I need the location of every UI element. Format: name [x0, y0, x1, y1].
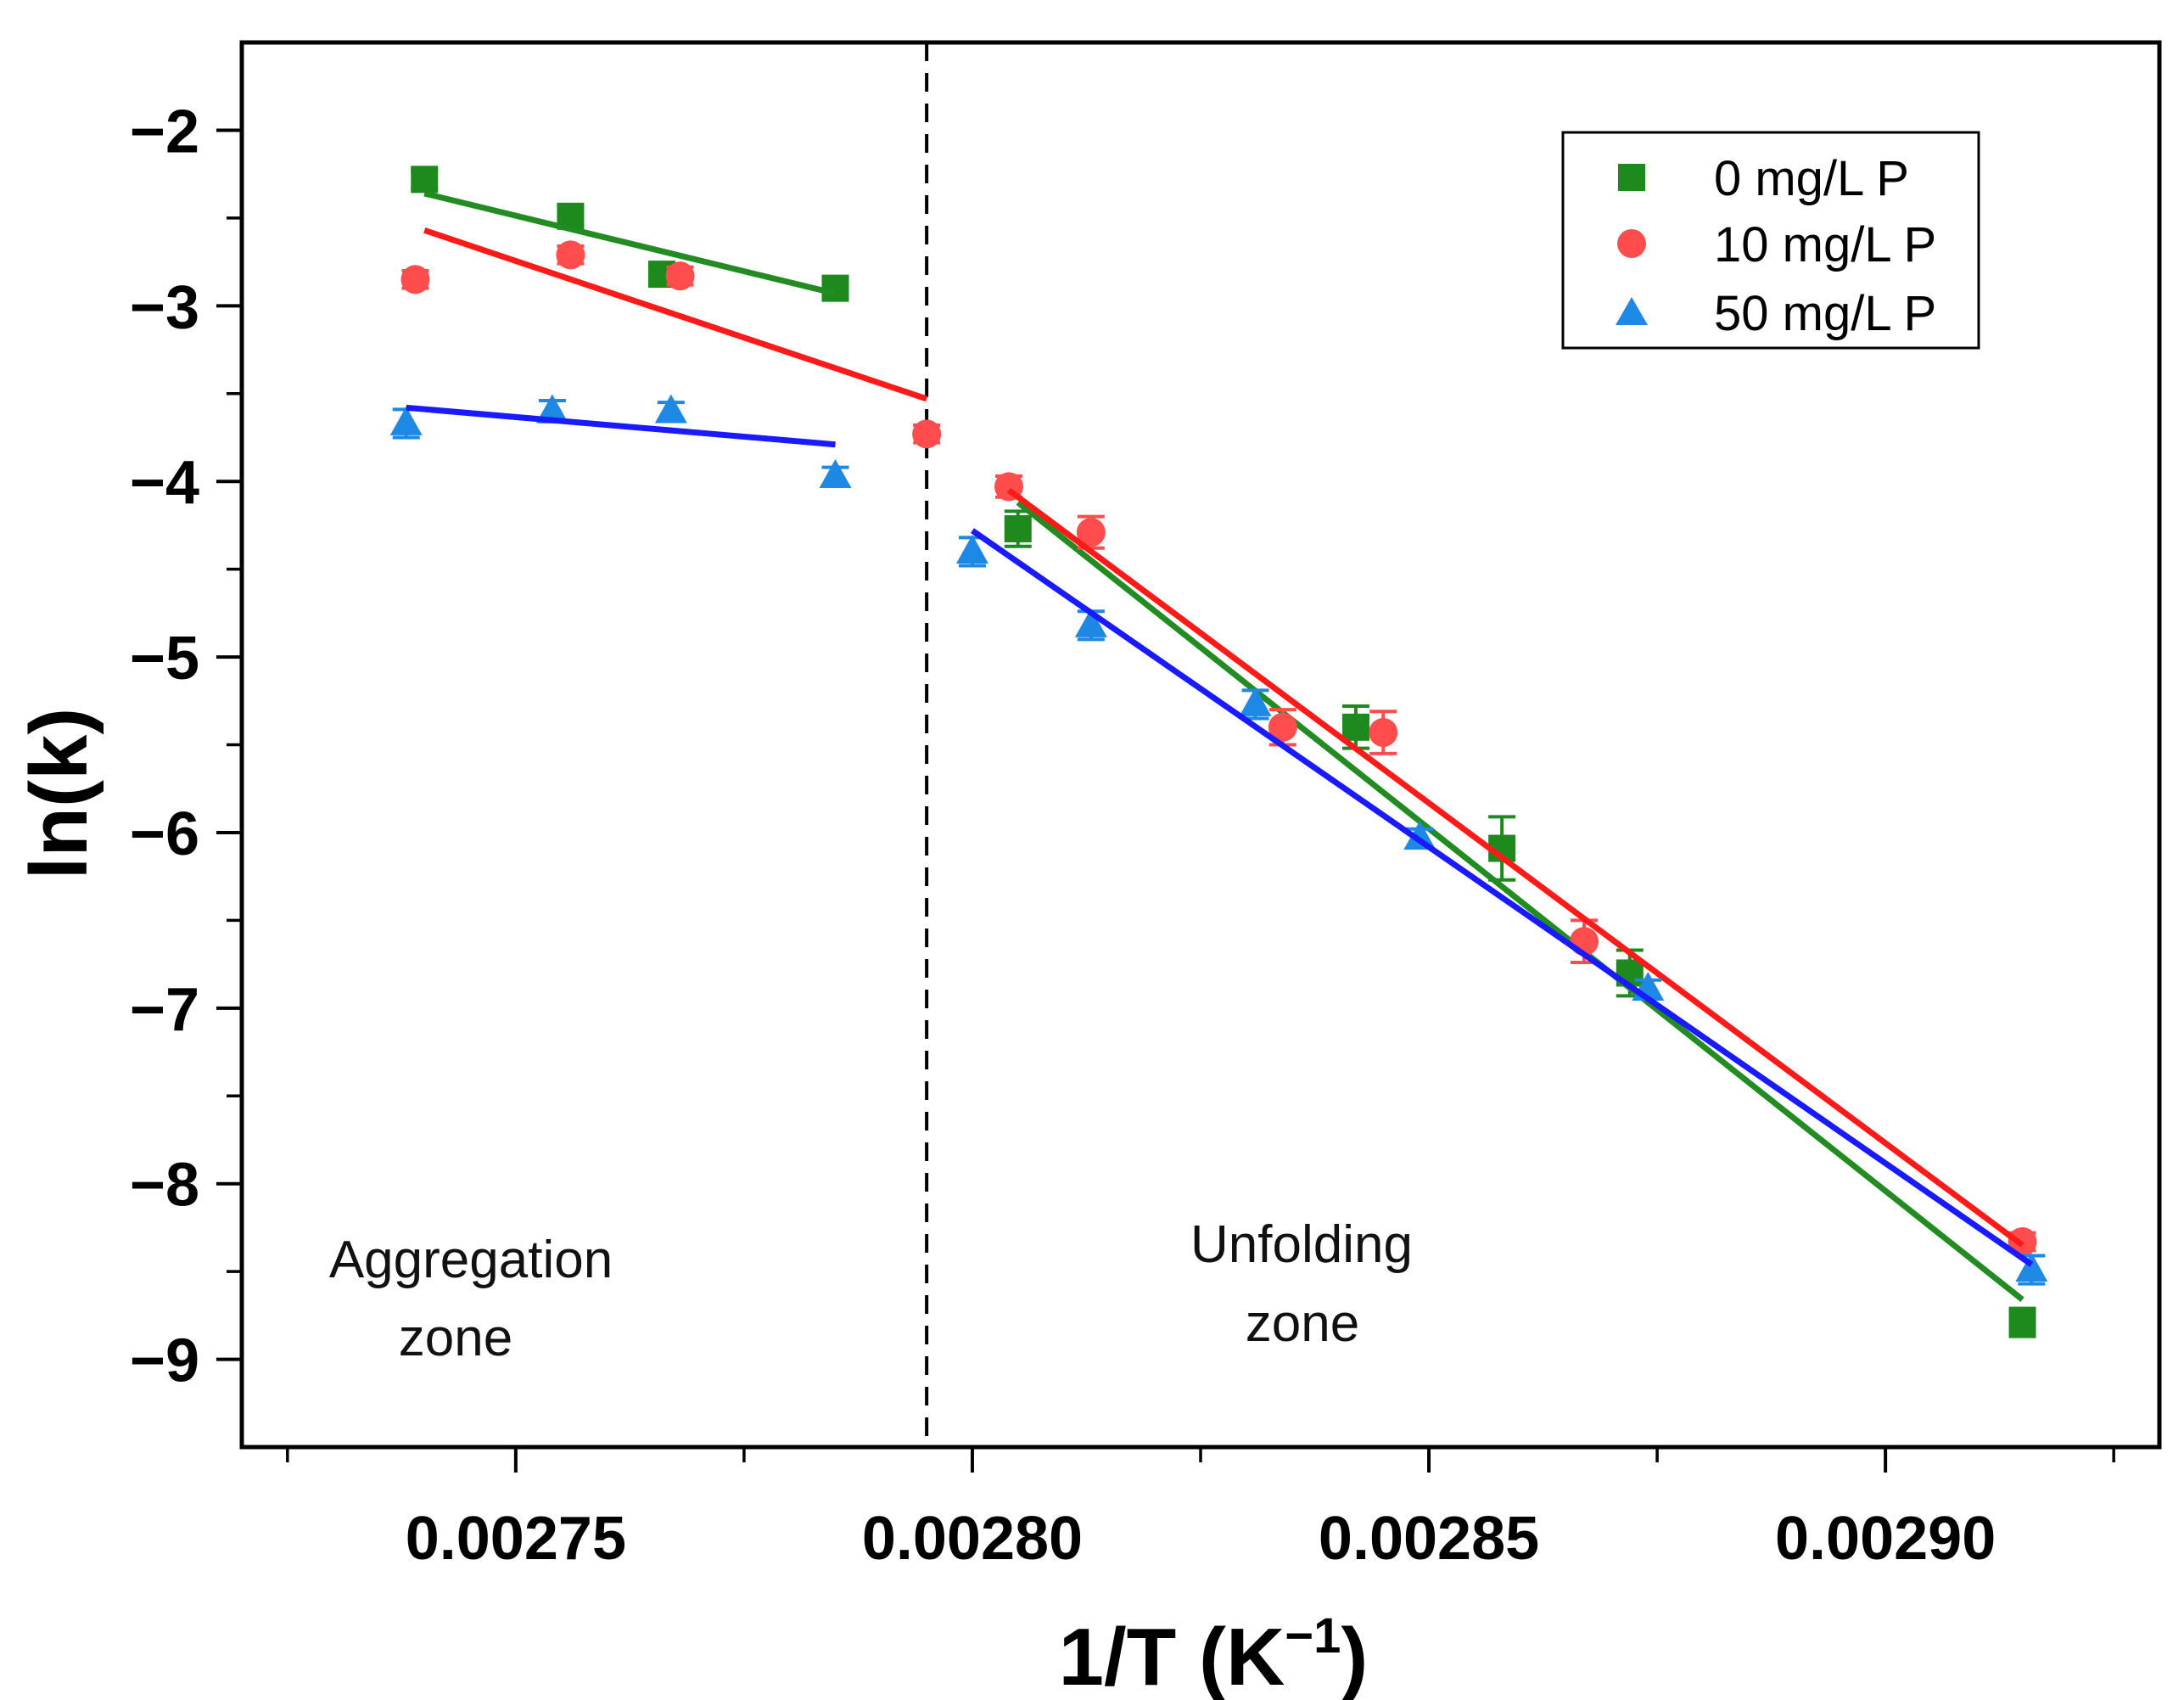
data-point-triangle	[389, 406, 423, 435]
series-1	[400, 227, 2037, 1256]
fit-line	[423, 227, 928, 402]
y-tick-label: −4	[130, 449, 199, 517]
data-point-circle	[1369, 718, 1398, 748]
y-tick-label: −7	[130, 976, 199, 1044]
series-2	[389, 394, 2048, 1286]
fit-line	[1006, 487, 2024, 1248]
data-point-square	[2008, 1309, 2036, 1337]
plot-area	[389, 42, 2048, 1447]
fit-line	[1016, 500, 2024, 1302]
data-point-square	[1004, 515, 1032, 543]
series-0	[411, 166, 2036, 1338]
unfolding-zone-label-line1: Unfolding	[1190, 1215, 1413, 1274]
y-tick-label: −9	[130, 1327, 199, 1395]
data-point-circle	[1076, 518, 1106, 547]
y-tick-label: −5	[130, 625, 199, 693]
data-point-square	[1341, 713, 1369, 741]
fit-line	[406, 404, 836, 448]
data-point-circle	[912, 419, 942, 449]
y-tick-label: −6	[130, 800, 199, 868]
legend-label-0mg: 0 mg/L P	[1714, 151, 1909, 206]
legend-marker-10mg	[1617, 229, 1646, 258]
x-tick-label: 0.00280	[862, 1505, 1083, 1573]
data-point-triangle	[1403, 821, 1436, 850]
x-tick-label: 0.00285	[1319, 1505, 1539, 1573]
x-axis-title: 1/T (K−1)	[1059, 1608, 1369, 1700]
data-point-square	[411, 166, 439, 194]
data-point-triangle	[955, 534, 988, 564]
data-point-triangle	[819, 458, 852, 488]
aggregation-zone-label-line1: Aggregation	[329, 1231, 613, 1289]
legend-marker-0mg	[1618, 164, 1645, 191]
data-point-circle	[665, 261, 695, 291]
unfolding-zone-label-line2: zone	[1246, 1294, 1359, 1353]
data-point-triangle	[2015, 1253, 2048, 1282]
aggregation-zone-label-line2: zone	[399, 1309, 512, 1367]
data-point-square	[821, 274, 849, 302]
data-point-triangle	[535, 394, 568, 424]
legend-marker-50mg	[1616, 297, 1648, 325]
x-tick-label: 0.00275	[406, 1505, 626, 1573]
data-point-circle	[400, 265, 430, 295]
legend-label-50mg: 50 mg/L P	[1714, 286, 1936, 341]
data-point-triangle	[1074, 608, 1107, 637]
legend: 0 mg/L P 10 mg/L P 50 mg/L P	[1561, 131, 1980, 350]
data-point-circle	[1268, 712, 1297, 742]
axes: 0.00275 0.00280 0.00285 0.00290 −2 −3 −4 −5 −6 −7…	[130, 40, 2162, 1573]
legend-label-10mg: 10 mg/L P	[1714, 217, 1936, 272]
data-point-circle	[556, 240, 585, 270]
fit-line	[970, 528, 2034, 1267]
fit-line	[423, 190, 837, 297]
data-point-triangle	[654, 394, 687, 424]
y-axis-title: ln(k)	[14, 708, 104, 880]
y-tick-label: −2	[130, 98, 199, 166]
y-tick-label: −8	[130, 1152, 199, 1220]
data-point-triangle	[1239, 687, 1272, 716]
x-tick-label: 0.00290	[1775, 1505, 1996, 1573]
y-tick-label: −3	[130, 273, 199, 341]
